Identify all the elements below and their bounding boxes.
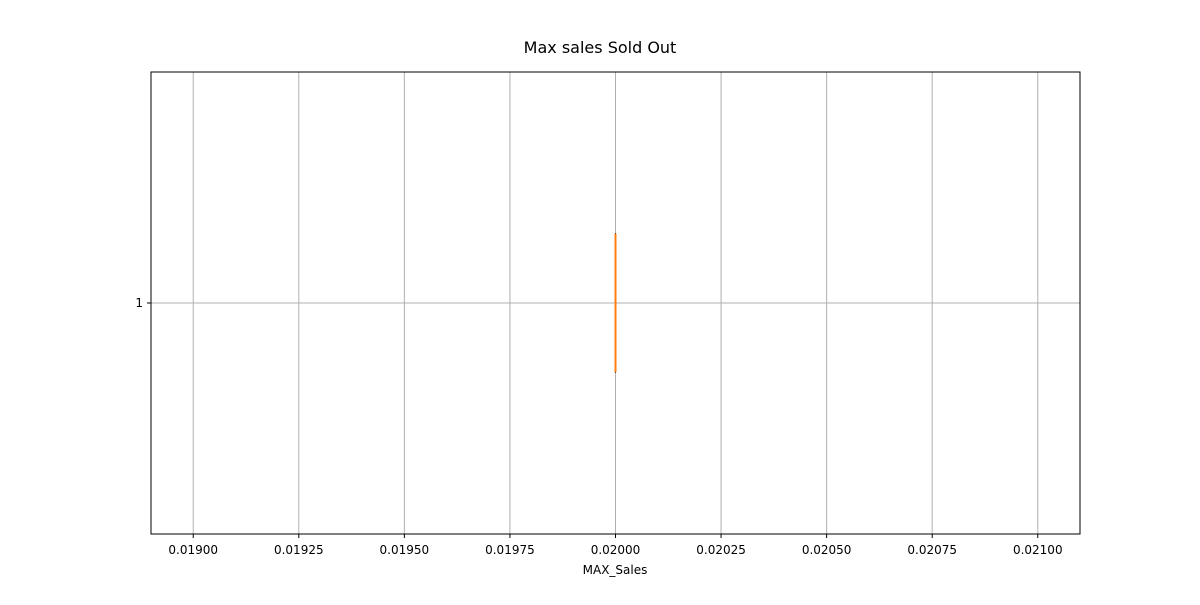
x-tick-label: 0.01900 xyxy=(168,543,218,557)
x-tick-label: 0.02075 xyxy=(907,543,957,557)
x-tick-label: 0.02100 xyxy=(1013,543,1063,557)
x-tick-label: 0.01975 xyxy=(485,543,535,557)
x-tick-label: 0.01950 xyxy=(380,543,430,557)
x-tick-label: 0.02000 xyxy=(591,543,641,557)
x-tick-label: 0.02050 xyxy=(802,543,852,557)
chart-title: Max sales Sold Out xyxy=(524,38,677,57)
x-tick-label: 0.02025 xyxy=(696,543,746,557)
x-axis-label: MAX_Sales xyxy=(583,563,648,577)
y-tick-label: 1 xyxy=(135,296,143,310)
x-tick-label: 0.01925 xyxy=(274,543,324,557)
